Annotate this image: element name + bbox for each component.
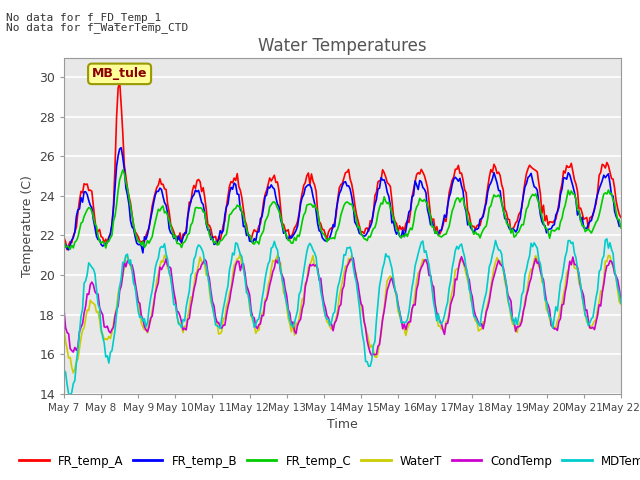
X-axis label: Time: Time [327,418,358,431]
Title: Water Temperatures: Water Temperatures [258,36,427,55]
Text: No data for f_FD_Temp_1: No data for f_FD_Temp_1 [6,12,162,23]
Y-axis label: Temperature (C): Temperature (C) [20,175,33,276]
Legend: FR_temp_A, FR_temp_B, FR_temp_C, WaterT, CondTemp, MDTemp_A: FR_temp_A, FR_temp_B, FR_temp_C, WaterT,… [14,450,640,472]
Text: No data for f_WaterTemp_CTD: No data for f_WaterTemp_CTD [6,22,189,33]
Text: MB_tule: MB_tule [92,67,147,80]
